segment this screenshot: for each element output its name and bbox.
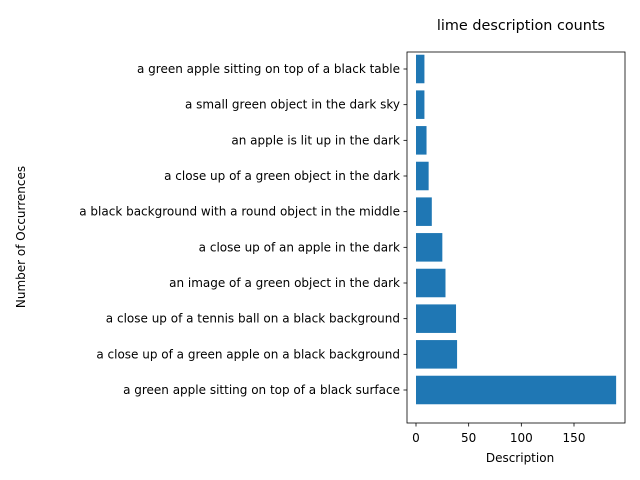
y-tick-label: an apple is lit up in the dark	[231, 133, 400, 147]
bar	[416, 304, 457, 333]
bar	[416, 90, 425, 119]
x-tick-label: 0	[412, 431, 420, 445]
y-tick-label: a close up of an apple in the dark	[199, 240, 400, 254]
x-axis-ticks: 0 50 100 150	[412, 423, 585, 445]
y-tick-label: a black background with a round object i…	[79, 205, 400, 219]
bars-group	[416, 54, 617, 405]
x-axis-label: Description	[486, 451, 554, 465]
chart-title: lime description counts	[437, 18, 605, 34]
bar	[416, 126, 427, 155]
bar	[416, 375, 617, 405]
bar	[416, 233, 443, 262]
x-tick-label: 150	[563, 431, 586, 445]
bar	[416, 340, 458, 369]
y-tick-label: a close up of a green object in the dark	[164, 169, 400, 183]
y-tick-label: a close up of a tennis ball on a black b…	[106, 312, 400, 326]
bar	[416, 197, 432, 226]
y-axis-ticks: a green apple sitting on top of a black …	[79, 62, 407, 397]
y-tick-label: a small green object in the dark sky	[185, 98, 400, 112]
bar	[416, 268, 446, 298]
y-axis-label: Number of Occurrences	[14, 166, 28, 308]
y-tick-label: an image of a green object in the dark	[169, 276, 400, 290]
y-tick-label: a green apple sitting on top of a black …	[123, 383, 400, 397]
x-tick-label: 100	[510, 431, 533, 445]
plot-frame	[406, 51, 626, 424]
bar	[416, 161, 429, 191]
bar	[416, 54, 425, 84]
y-tick-label: a green apple sitting on top of a black …	[137, 62, 400, 76]
x-tick-label: 50	[461, 431, 476, 445]
y-tick-label: a close up of a green apple on a black b…	[96, 347, 400, 361]
